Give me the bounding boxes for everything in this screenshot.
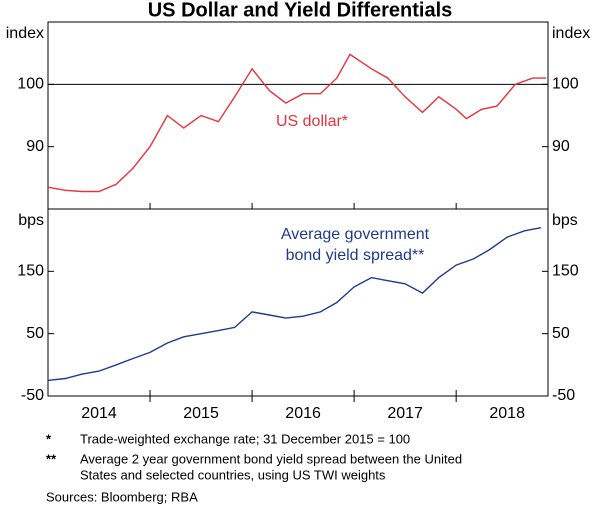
y-tick-label: 100: [552, 76, 579, 93]
footnote-text: States and selected countries, using US …: [80, 467, 386, 482]
x-tick-label: 2017: [387, 405, 423, 422]
footnote-mark: **: [46, 451, 57, 466]
y-tick-label: 50: [552, 325, 570, 342]
y-axis-label: index: [6, 25, 44, 42]
annotation: bond yield spread**: [286, 247, 425, 264]
y-tick-label: -50: [21, 387, 44, 404]
x-tick-label: 2014: [81, 405, 117, 422]
y-tick-label: 150: [552, 263, 579, 280]
y-tick-label: 100: [17, 76, 44, 93]
footnote-mark: *: [46, 431, 52, 446]
x-tick-label: 2016: [285, 405, 321, 422]
y-axis-label: index: [552, 25, 590, 42]
x-tick-label: 2018: [489, 405, 525, 422]
x-tick-label: 2015: [183, 405, 219, 422]
annotation: Average government: [281, 226, 430, 243]
footnote-text: Average 2 year government bond yield spr…: [80, 451, 462, 466]
footnote-text: Trade-weighted exchange rate; 31 Decembe…: [80, 431, 410, 446]
sources: Sources: Bloomberg; RBA: [46, 489, 198, 504]
y-tick-label: 90: [26, 138, 44, 155]
annotation: US dollar*: [276, 113, 348, 130]
y-tick-label: -50: [552, 387, 575, 404]
y-tick-label: 50: [26, 325, 44, 342]
y-axis-label: bps: [552, 212, 578, 229]
chart-title: US Dollar and Yield Differentials: [148, 0, 453, 21]
data-line: [47, 53, 546, 193]
y-tick-label: 90: [552, 138, 570, 155]
y-axis-label: bps: [18, 212, 44, 229]
y-tick-label: 150: [17, 263, 44, 280]
data-line: [47, 227, 542, 382]
